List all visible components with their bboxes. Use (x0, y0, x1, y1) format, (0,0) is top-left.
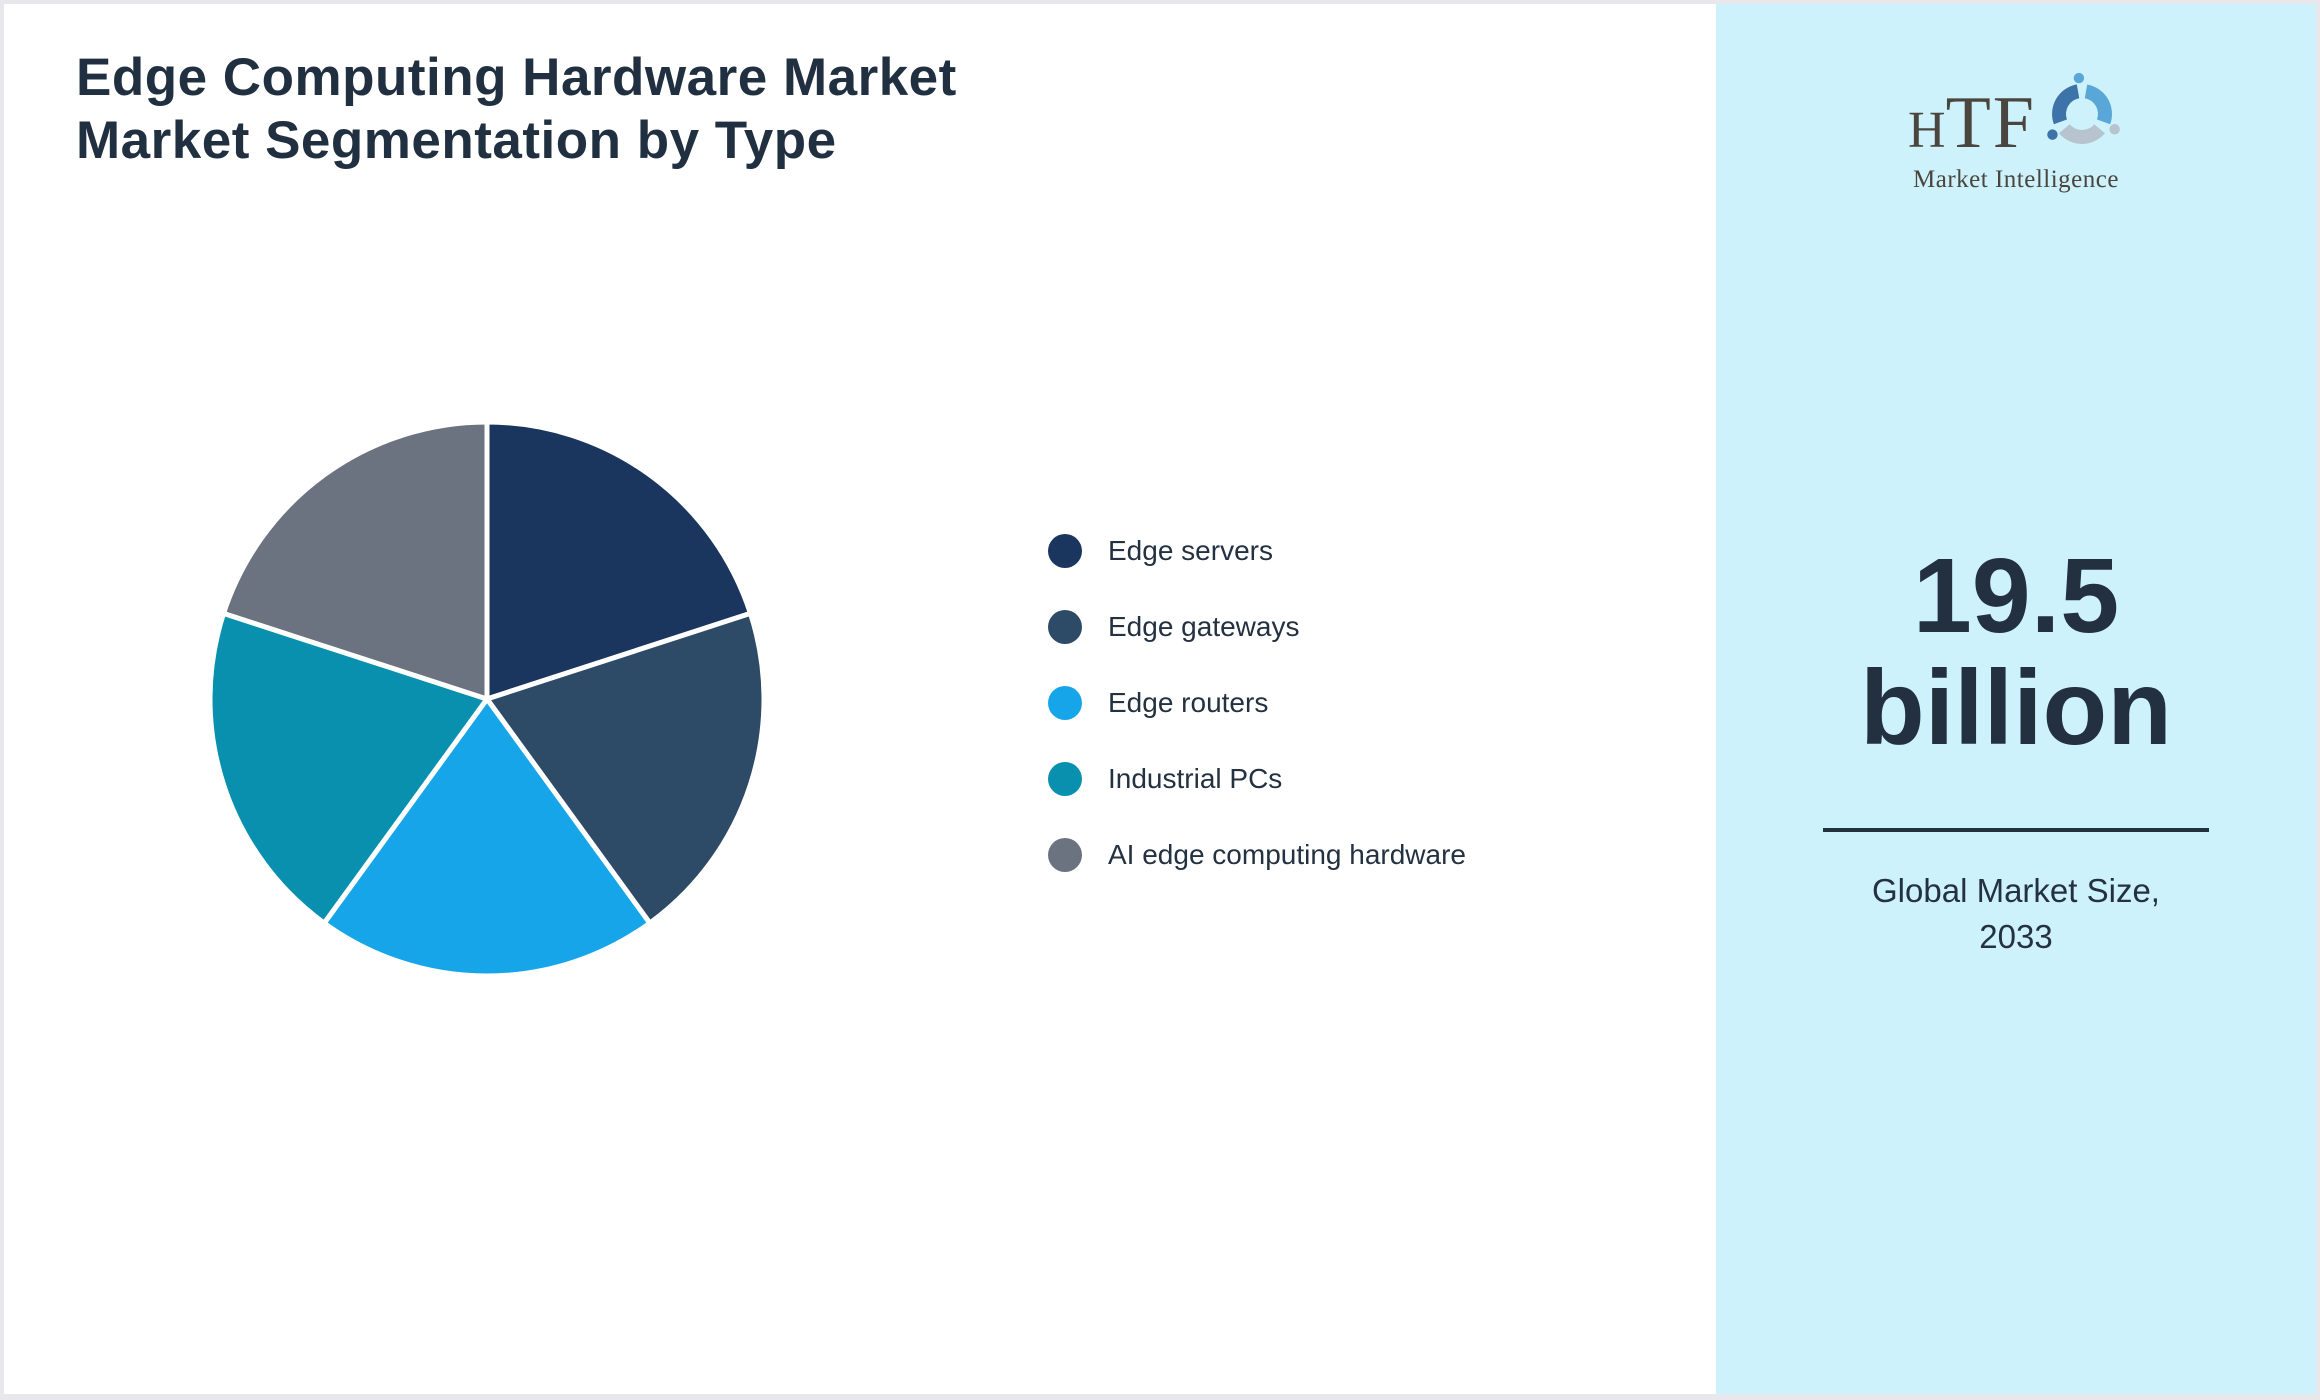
pie-chart (207, 419, 767, 979)
market-size-stat: 19.5 billion (1716, 540, 2316, 764)
market-size-value: 19.5 (1912, 537, 2120, 655)
chart-title: Edge Computing Hardware Market Market Se… (76, 46, 957, 172)
legend-label: Edge servers (1108, 535, 1273, 566)
pie-slice-edge-routers (321, 696, 653, 979)
legend-dot (1048, 610, 1082, 644)
legend-item: AI edge computing hardware (1048, 838, 1466, 872)
pie-slice-edge-servers (484, 419, 753, 702)
legend-dot (1048, 686, 1082, 720)
legend-item: Edge servers (1048, 534, 1466, 568)
htf-logo: H TF Market Intelligence (1716, 72, 2316, 194)
legend-label: Industrial PCs (1108, 763, 1283, 794)
chart-title-line2: Market Segmentation by Type (76, 111, 837, 170)
legend-label: Edge gateways (1108, 611, 1300, 642)
divider-line (1823, 828, 2209, 832)
chart-legend: Edge servers Edge gateways Edge routers Ind… (1048, 534, 1466, 872)
market-size-unit: billion (1859, 649, 2173, 767)
pie-slice-industrial-pcs (207, 610, 490, 926)
legend-item: Edge routers (1048, 686, 1466, 720)
side-panel: H TF Market Intelligence 19.5 (1716, 4, 2316, 1394)
swirl-arm-light-blue (2073, 72, 2112, 125)
logo-subtitle: Market Intelligence (1913, 166, 2119, 193)
legend-label: Edge routers (1108, 687, 1269, 718)
pie-slice-edge-gateways (484, 610, 767, 926)
legend-label: AI edge computing hardware (1108, 839, 1466, 870)
pie-slice-ai-edge-computing-hardware (221, 419, 490, 702)
caption-line1: Global Market Size, (1872, 872, 2160, 909)
logo-text-h: H (1908, 102, 1946, 159)
content-frame: Edge Computing Hardware Market Market Se… (4, 4, 2316, 1394)
logo-text-tf: TF (1945, 82, 2036, 164)
caption-line2: 2033 (1979, 918, 2053, 955)
legend-dot (1048, 838, 1082, 872)
chart-title-line1: Edge Computing Hardware Market (76, 48, 957, 107)
market-size-caption: Global Market Size, 2033 (1716, 868, 2316, 960)
logo-row: H TF (1908, 72, 2124, 164)
legend-dot (1048, 762, 1082, 796)
legend-item: Edge gateways (1048, 610, 1466, 644)
legend-dot (1048, 534, 1082, 568)
legend-item: Industrial PCs (1048, 762, 1466, 796)
swirl-arm-gray (2058, 101, 2122, 156)
dolphin-swirl-icon (2039, 72, 2122, 156)
